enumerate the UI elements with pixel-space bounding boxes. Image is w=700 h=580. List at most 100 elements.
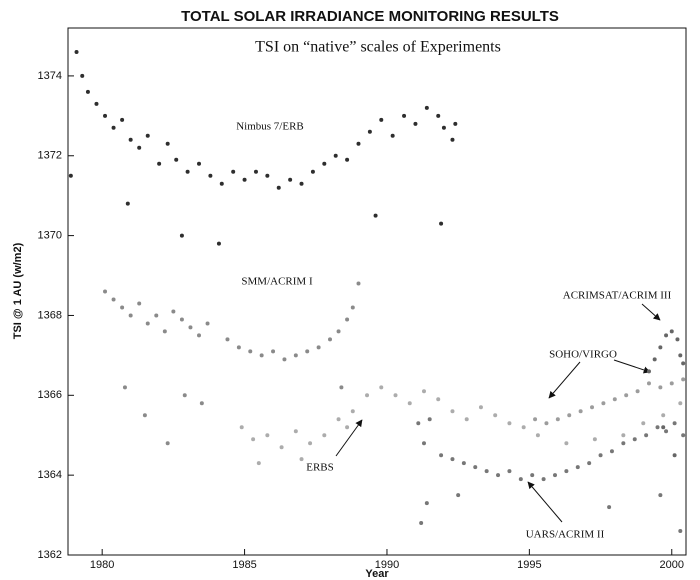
data-point [424, 105, 429, 110]
data-point [336, 329, 341, 334]
data-point [644, 433, 649, 438]
x-tick-label: 1990 [375, 559, 399, 571]
data-point [607, 505, 612, 510]
y-tick-label: 1370 [38, 230, 62, 242]
data-point [182, 393, 187, 398]
data-point [248, 349, 253, 354]
data-point [675, 337, 680, 342]
data-point [293, 353, 298, 358]
data-point [174, 157, 179, 162]
arrow [335, 419, 363, 457]
data-point [299, 457, 304, 462]
data-point [592, 437, 597, 442]
series-label: SMM/ACRIM I [241, 276, 313, 288]
data-point [609, 449, 614, 454]
y-tick-label: 1364 [38, 469, 62, 481]
data-point [179, 233, 184, 238]
data-point [137, 301, 142, 306]
data-point [94, 101, 99, 106]
data-point [601, 401, 606, 406]
data-point [496, 473, 501, 478]
data-point [145, 133, 150, 138]
chart-title: TOTAL SOLAR IRRADIANCE MONITORING RESULT… [181, 8, 559, 25]
data-point [288, 177, 293, 182]
data-point [672, 453, 677, 458]
arrow [548, 361, 581, 399]
x-tick-label: 1980 [90, 559, 114, 571]
data-point [621, 441, 626, 446]
data-point [225, 337, 230, 342]
data-point [413, 121, 418, 126]
data-point [590, 405, 595, 410]
data-point [356, 141, 361, 146]
data-point [256, 461, 261, 466]
data-point [635, 389, 640, 394]
data-point [265, 173, 270, 178]
data-point [441, 125, 446, 130]
data-point [145, 321, 150, 326]
data-point [339, 385, 344, 390]
series-label: ERBS [306, 462, 334, 474]
data-point [308, 441, 313, 446]
data-point [345, 425, 350, 430]
data-point [478, 405, 483, 410]
x-tick-label: 2000 [660, 559, 684, 571]
data-point [439, 221, 444, 226]
data-point [282, 357, 287, 362]
data-point [678, 401, 683, 406]
data-point [427, 417, 432, 422]
data-point [564, 469, 569, 474]
data-point [461, 461, 466, 466]
data-point [276, 185, 281, 190]
data-point [253, 169, 258, 174]
data-point [219, 181, 224, 186]
data-point [393, 393, 398, 398]
data-point [575, 465, 580, 470]
data-point [336, 417, 341, 422]
data-point [664, 429, 669, 434]
data-point [436, 397, 441, 402]
data-point [456, 493, 461, 498]
data-point [328, 337, 333, 342]
data-point [236, 345, 241, 350]
data-point [162, 329, 167, 334]
arrows [335, 303, 661, 523]
data-point [407, 401, 412, 406]
x-axis-label: Year [365, 568, 389, 580]
data-point [450, 457, 455, 462]
data-point [111, 125, 116, 130]
data-point [530, 473, 535, 478]
data-point [421, 441, 426, 446]
data-point [128, 137, 133, 142]
data-point [421, 389, 426, 394]
data-point [439, 453, 444, 458]
data-point [658, 345, 663, 350]
data-point [345, 157, 350, 162]
data-point [120, 117, 125, 122]
data-point [171, 309, 176, 314]
data-point [678, 529, 683, 534]
series-label: SOHO/VIRGO [549, 349, 617, 361]
data-point [137, 145, 142, 150]
series-label: Nimbus 7/ERB [236, 121, 304, 133]
data-point [416, 421, 421, 426]
data-point [681, 361, 686, 366]
data-point [251, 437, 256, 442]
data-point [544, 421, 549, 426]
data-point [103, 113, 108, 118]
data-point [85, 89, 90, 94]
data-point [493, 413, 498, 418]
data-point [154, 313, 159, 318]
arrow [641, 303, 661, 321]
y-tick-label: 1372 [38, 150, 62, 162]
y-tick-label: 1374 [38, 70, 62, 82]
data-point [279, 445, 284, 450]
data-point [552, 473, 557, 478]
data-point [322, 433, 327, 438]
data-point [669, 381, 674, 386]
data-point [197, 161, 202, 166]
data-point [379, 385, 384, 390]
data-point [641, 421, 646, 426]
data-point [450, 137, 455, 142]
